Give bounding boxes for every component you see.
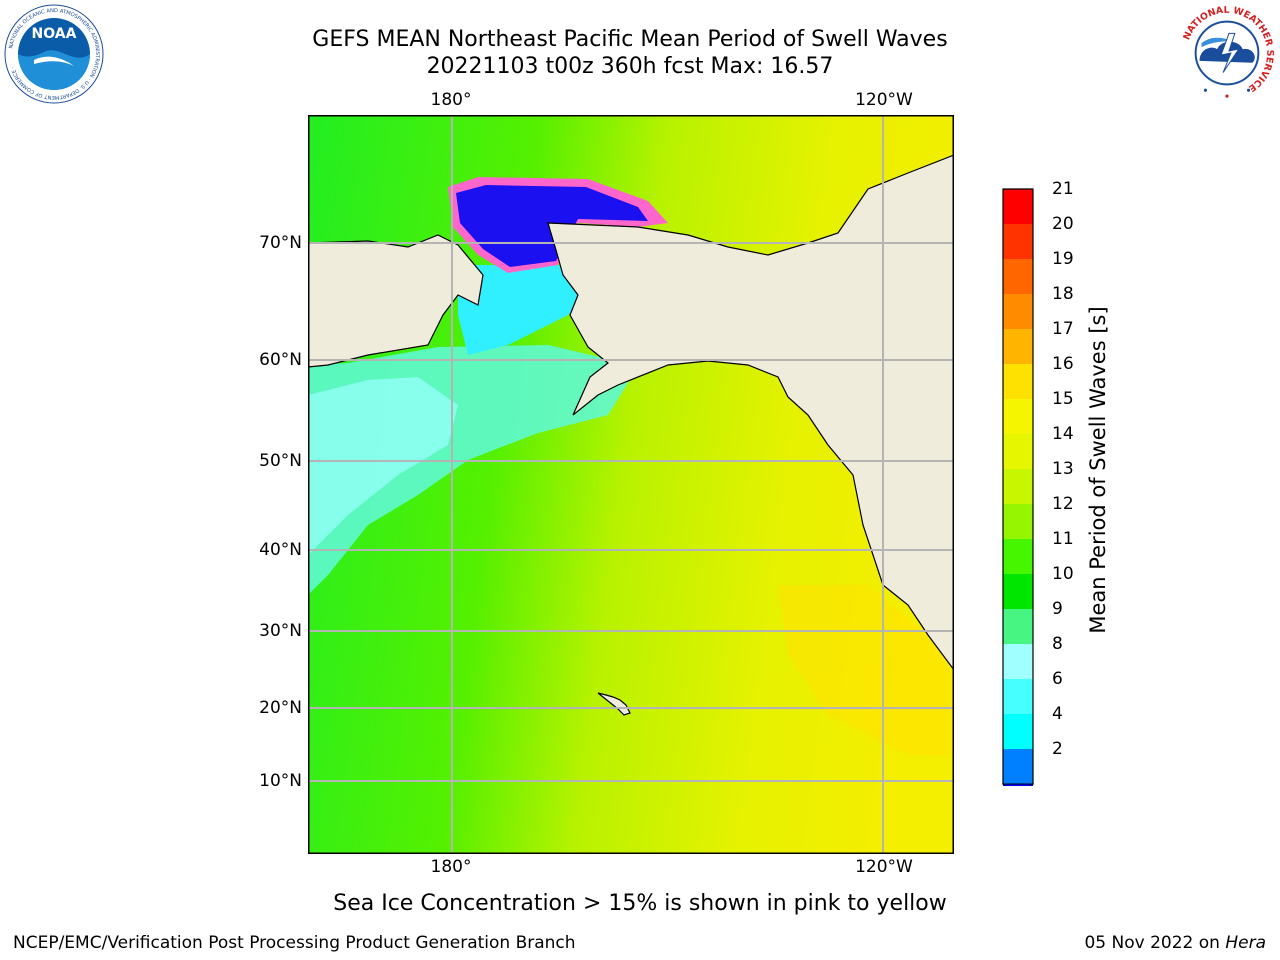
land-north-america bbox=[547, 154, 954, 672]
colorbar-tick-label: 17 bbox=[1052, 319, 1074, 339]
land-hawaii bbox=[597, 692, 631, 716]
colorbar-tick-label: 13 bbox=[1052, 459, 1074, 479]
colorbar-tick-label: 6 bbox=[1052, 669, 1063, 689]
colorbar-segment bbox=[1003, 189, 1033, 224]
colorbar-segment bbox=[1003, 749, 1033, 784]
colorbar-segment bbox=[1003, 224, 1033, 259]
footer-machine: Hera bbox=[1225, 933, 1266, 953]
colorbar-tick-label: 21 bbox=[1052, 179, 1074, 199]
colorbar-tick-label: 11 bbox=[1052, 529, 1074, 549]
tick-left-20n: 20°N bbox=[259, 698, 302, 718]
colorbar-tick-label: 19 bbox=[1052, 249, 1074, 269]
colorbar-segment bbox=[1003, 259, 1033, 294]
colorbar-tick-label: 12 bbox=[1052, 494, 1074, 514]
colorbar-segment bbox=[1003, 329, 1033, 364]
field-yellow-region bbox=[778, 585, 954, 755]
colorbar-tick-label: 16 bbox=[1052, 354, 1074, 374]
colorbar-title: Mean Period of Swell Waves [s] bbox=[1086, 306, 1110, 634]
colorbar-segment bbox=[1003, 574, 1033, 609]
land-siberia bbox=[308, 234, 484, 368]
colorbar-segment bbox=[1003, 539, 1033, 574]
tick-left-10n: 10°N bbox=[259, 771, 302, 791]
tick-top-120w: 120°W bbox=[855, 90, 913, 110]
map-border bbox=[308, 115, 954, 854]
colorbar-segment bbox=[1003, 469, 1033, 504]
colorbar-segment bbox=[1003, 504, 1033, 539]
tick-bottom-120w: 120°W bbox=[855, 857, 913, 877]
tick-bottom-180: 180° bbox=[430, 857, 472, 877]
colorbar-tick-label: 8 bbox=[1052, 634, 1063, 654]
colorbar-segment bbox=[1003, 679, 1033, 714]
colorbar-segment bbox=[1003, 714, 1033, 749]
colorbar-tick-label: 2 bbox=[1052, 739, 1063, 759]
sea-ice-note: Sea Ice Concentration > 15% is shown in … bbox=[333, 891, 947, 916]
colorbar-tick-label: 14 bbox=[1052, 424, 1074, 444]
map-gridlines bbox=[308, 115, 954, 854]
colorbar-tick-label: 4 bbox=[1052, 704, 1063, 724]
colorbar-tick-label: 20 bbox=[1052, 214, 1074, 234]
colorbar bbox=[1002, 188, 1034, 786]
map-title: GEFS MEAN Northeast Pacific Mean Period … bbox=[312, 27, 948, 52]
tick-left-30n: 30°N bbox=[259, 621, 302, 641]
colorbar-segment bbox=[1003, 644, 1033, 679]
noaa-logo-text: NOAA bbox=[32, 26, 77, 42]
tick-left-70n: 70°N bbox=[259, 233, 302, 253]
footer-date: 05 Nov 2022 on Hera bbox=[1084, 933, 1266, 953]
colorbar-tick-label: 9 bbox=[1052, 599, 1063, 619]
footer-date-text: 05 Nov 2022 on bbox=[1084, 933, 1220, 953]
colorbar-extend-arrow bbox=[1002, 783, 1034, 786]
tick-top-180: 180° bbox=[430, 90, 472, 110]
colorbar-tick-label: 18 bbox=[1052, 284, 1074, 304]
colorbar-tick-label: 15 bbox=[1052, 389, 1074, 409]
footer-credit: NCEP/EMC/Verification Post Processing Pr… bbox=[13, 933, 576, 953]
noaa-logo: NATIONAL OCEANIC AND ATMOSPHERIC ADMINIS… bbox=[4, 4, 104, 104]
colorbar-border bbox=[1002, 188, 1034, 786]
colorbar-segment bbox=[1003, 609, 1033, 644]
colorbar-segment bbox=[1003, 434, 1033, 469]
colorbar-segment bbox=[1003, 364, 1033, 399]
tick-left-40n: 40°N bbox=[259, 540, 302, 560]
nws-logo: NATIONAL WEATHER SERVICE bbox=[1178, 5, 1275, 102]
colorbar-segment bbox=[1003, 294, 1033, 329]
colorbar-tick-label: 10 bbox=[1052, 564, 1074, 584]
tick-left-50n: 50°N bbox=[259, 451, 302, 471]
colorbar-segment bbox=[1003, 399, 1033, 434]
tick-left-60n: 60°N bbox=[259, 350, 302, 370]
field-lightcyan-region bbox=[308, 377, 458, 555]
swell-period-map bbox=[308, 115, 954, 854]
map-subtitle: 20221103 t00z 360h fcst Max: 16.57 bbox=[426, 54, 834, 79]
field-bering-region bbox=[458, 265, 588, 355]
